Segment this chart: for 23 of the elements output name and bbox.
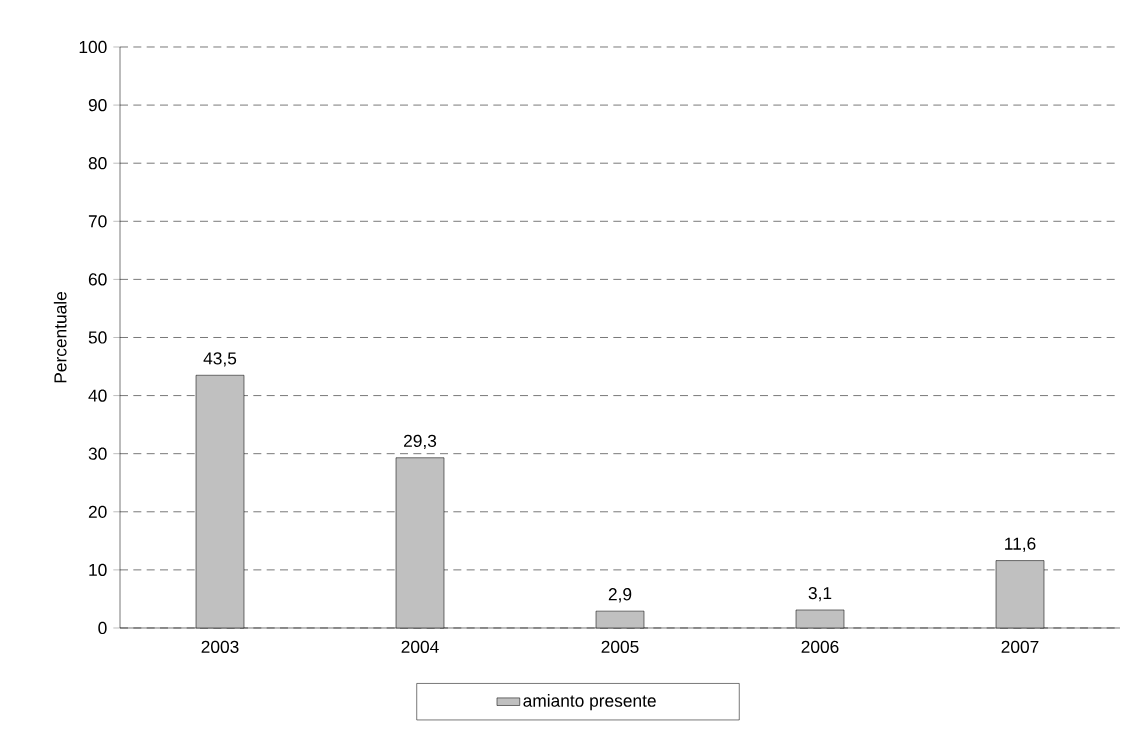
x-tick-label: 2006 [801,640,839,653]
y-tick-label: 100 [79,40,107,54]
data-label: 11,6 [1005,537,1036,552]
y-tick-label: 40 [88,389,107,402]
data-label: 43,5 [203,352,237,367]
x-tick-label: 2003 [201,640,239,653]
y-tick-label: 10 [89,563,107,577]
x-tick-label: 2005 [601,640,639,653]
y-tick-label: 30 [88,447,107,460]
x-tick-label: 2007 [1001,640,1039,653]
data-label: 2,9 [608,588,632,603]
y-tick-label: 60 [88,273,107,286]
y-axis-title: Percentuale [53,292,67,383]
y-tick-label: 0 [98,621,107,635]
x-tick-label: 2004 [401,640,439,653]
y-tick-label: 70 [88,215,107,228]
y-tick-label: 50 [88,331,107,344]
data-label: 3,1 [808,586,832,602]
data-label: 29,3 [404,434,437,450]
legend-label: amianto presente [523,694,656,711]
y-tick-label: 20 [88,505,107,518]
y-tick-label: 90 [88,98,107,112]
y-tick-label: 80 [88,157,107,170]
